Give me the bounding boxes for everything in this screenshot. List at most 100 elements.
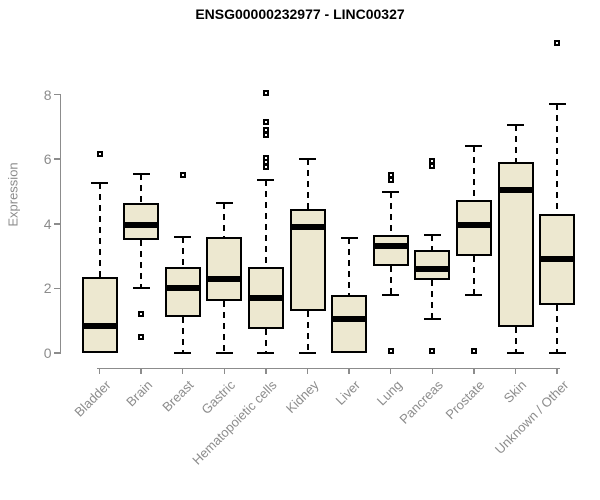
x-tick-label: Prostate	[442, 377, 488, 423]
box-bladder	[81, 277, 118, 353]
x-tick	[265, 369, 267, 374]
x-tick	[514, 369, 517, 374]
outlier-point-brain	[138, 333, 145, 340]
outlier-point-lung	[387, 177, 394, 184]
x-tick-label: Gastric	[198, 377, 239, 418]
whisker-cap-upper-breast	[174, 235, 192, 238]
whisker-lower-kidney	[306, 311, 309, 353]
whisker-lower-hematopoietic-cells	[264, 328, 267, 353]
x-axis-line	[97, 367, 560, 369]
box-brain	[123, 202, 160, 240]
whisker-cap-upper-prostate	[465, 145, 483, 148]
whisker-upper-skin	[514, 125, 517, 163]
median-line-prostate	[455, 222, 492, 229]
whisker-lower-pancreas	[431, 280, 434, 320]
x-tick-label: Kidney	[282, 377, 322, 417]
whisker-lower-lung	[389, 265, 392, 295]
x-tick	[348, 369, 350, 374]
box-lung	[372, 235, 409, 266]
outlier-point-bladder	[96, 151, 103, 158]
whisker-cap-upper-unknown-other	[548, 103, 566, 106]
box-liver	[331, 294, 368, 353]
whisker-upper-kidney	[306, 159, 309, 210]
whisker-cap-upper-liver	[340, 237, 358, 240]
median-line-kidney	[289, 224, 326, 231]
y-tick	[53, 223, 60, 225]
whisker-upper-hematopoietic-cells	[264, 180, 267, 268]
x-tick	[431, 369, 434, 374]
y-tick-label: 4	[43, 215, 52, 232]
box-gastric	[206, 236, 243, 302]
outlier-point-brain	[138, 311, 145, 318]
x-tick-label: Lung	[373, 377, 405, 409]
outlier-point-unknown-other	[554, 39, 561, 46]
median-line-skin	[497, 186, 534, 193]
whisker-cap-lower-kidney	[299, 352, 316, 354]
y-tick-label: 6	[43, 151, 52, 168]
median-line-hematopoietic-cells	[247, 295, 284, 302]
whisker-cap-upper-hematopoietic-cells	[257, 179, 275, 182]
whisker-upper-gastric	[223, 202, 226, 237]
outlier-point-lung	[387, 348, 394, 355]
whisker-cap-lower-breast	[174, 352, 192, 354]
x-tick	[306, 369, 309, 374]
outlier-point-hematopoietic-cells	[262, 131, 269, 138]
x-tick-label: Pancreas	[396, 377, 447, 427]
box-breast	[164, 267, 201, 318]
whisker-cap-upper-brain	[132, 172, 150, 175]
x-tick	[140, 369, 142, 374]
x-tick	[181, 369, 184, 374]
whisker-cap-lower-pancreas	[423, 318, 441, 321]
x-tick-label: Brain	[122, 377, 156, 410]
y-axis-line	[59, 94, 61, 354]
outlier-point-hematopoietic-cells	[262, 119, 269, 126]
outlier-point-pancreas	[429, 348, 436, 355]
median-line-brain	[123, 222, 160, 229]
whisker-lower-prostate	[472, 256, 475, 295]
median-line-lung	[372, 243, 409, 250]
whisker-upper-breast	[181, 236, 184, 268]
whisker-lower-gastric	[223, 301, 226, 353]
x-tick	[223, 369, 226, 374]
whisker-lower-unknown-other	[556, 304, 559, 353]
median-line-gastric	[206, 275, 243, 282]
x-tick-label: Skin	[500, 377, 530, 406]
median-line-bladder	[81, 322, 118, 329]
whisker-cap-upper-kidney	[299, 158, 316, 161]
median-line-unknown-other	[539, 256, 576, 263]
whisker-upper-lung	[389, 191, 392, 236]
whisker-upper-bladder	[98, 183, 101, 278]
whisker-cap-lower-unknown-other	[548, 352, 566, 354]
outlier-point-hematopoietic-cells	[262, 89, 269, 96]
whisker-upper-prostate	[472, 146, 475, 200]
whisker-cap-upper-bladder	[91, 182, 108, 185]
chart-title: ENSG00000232977 - LINC00327	[195, 6, 405, 22]
x-tick-label: Breast	[159, 377, 197, 415]
x-tick-label: Liver	[332, 377, 364, 408]
x-tick	[98, 369, 101, 374]
median-line-liver	[331, 316, 368, 323]
x-tick-label: Unknown / Other	[491, 377, 572, 457]
outlier-point-breast	[179, 172, 186, 179]
median-line-breast	[164, 285, 201, 292]
whisker-cap-lower-skin	[507, 352, 524, 354]
y-tick	[53, 93, 60, 96]
x-tick	[473, 369, 475, 374]
whisker-cap-lower-brain	[132, 287, 150, 290]
whisker-cap-upper-lung	[382, 190, 400, 193]
outlier-point-prostate	[470, 348, 477, 355]
y-tick	[53, 287, 60, 290]
whisker-lower-skin	[514, 327, 517, 353]
whisker-lower-brain	[140, 239, 143, 289]
y-tick-label: 0	[43, 345, 52, 361]
whisker-cap-lower-gastric	[215, 352, 233, 354]
x-tick	[389, 369, 392, 374]
median-line-pancreas	[414, 266, 451, 273]
whisker-upper-unknown-other	[556, 104, 559, 215]
y-tick-label: 2	[43, 280, 52, 297]
whisker-cap-upper-skin	[507, 124, 524, 127]
x-tick	[556, 369, 558, 374]
whisker-cap-lower-prostate	[465, 293, 483, 296]
